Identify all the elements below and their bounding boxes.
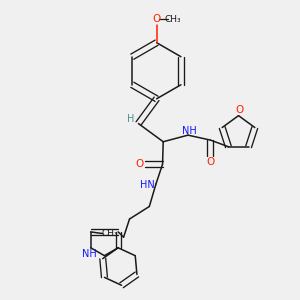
Text: O: O — [206, 157, 214, 167]
Text: O: O — [152, 14, 161, 24]
Text: O: O — [135, 159, 144, 169]
Text: HN: HN — [140, 180, 155, 190]
Text: CH₃: CH₃ — [164, 15, 181, 24]
Text: CH₃: CH₃ — [101, 229, 118, 238]
Text: NH: NH — [82, 249, 96, 260]
Text: O: O — [236, 105, 244, 115]
Text: H: H — [128, 114, 135, 124]
Text: NH: NH — [182, 126, 196, 136]
